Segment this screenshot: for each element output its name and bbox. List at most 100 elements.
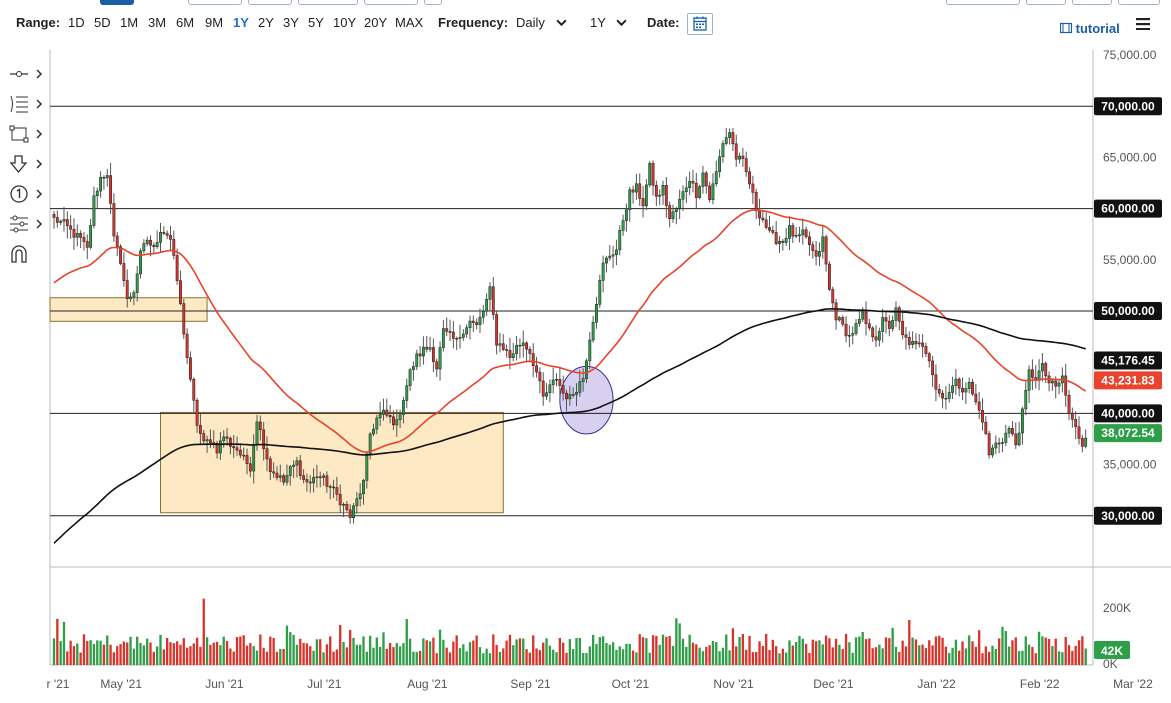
volume-bar <box>598 637 601 665</box>
volume-bar <box>934 636 938 665</box>
range-button-3y[interactable]: 3Y <box>283 15 299 30</box>
volume-bar <box>568 639 572 665</box>
volume-bar <box>56 618 59 665</box>
volume-bar <box>914 639 918 665</box>
volume-bar <box>488 653 492 665</box>
candle-body <box>465 327 469 335</box>
top-tab-stub[interactable] <box>248 0 292 5</box>
volume-bar <box>628 643 631 665</box>
volume-bar <box>775 646 778 665</box>
candle-body <box>342 504 345 506</box>
top-tab-stub[interactable] <box>1026 0 1066 5</box>
chevron-down-icon[interactable] <box>556 17 567 28</box>
volume-bar <box>824 635 828 665</box>
range-button-10y[interactable]: 10Y <box>333 15 357 30</box>
volume-bar <box>332 651 335 665</box>
volume-bar <box>997 638 1001 665</box>
counter-tool[interactable] <box>6 182 46 206</box>
volume-bar <box>874 647 878 665</box>
volume-bar <box>685 646 688 665</box>
candle-body <box>179 280 182 304</box>
top-tab-stub[interactable] <box>424 0 442 5</box>
top-tab-stub[interactable] <box>298 0 358 5</box>
volume-bar <box>185 647 189 665</box>
volume-bar <box>202 598 205 665</box>
range-button-20y[interactable]: 20Y <box>364 15 388 30</box>
volume-bar <box>661 634 665 665</box>
tutorial-link[interactable]: tutorial <box>1059 21 1120 36</box>
candle-body <box>65 219 69 227</box>
magnet-tool[interactable] <box>6 242 46 266</box>
indicator-tool-icon <box>10 215 43 233</box>
volume-bar <box>681 638 685 665</box>
range-button-5y[interactable]: 5Y <box>308 15 324 30</box>
range-button-2y[interactable]: 2Y <box>258 15 274 30</box>
candle-body <box>135 273 139 293</box>
candle-body <box>248 463 252 472</box>
range-button-1y[interactable]: 1Y <box>233 15 249 30</box>
top-tab-stub[interactable] <box>100 0 134 5</box>
period-select[interactable]: 1Y <box>590 15 606 30</box>
top-tab-stub[interactable] <box>364 0 418 5</box>
arrow-tool[interactable] <box>6 152 46 176</box>
range-button-6m[interactable]: 6M <box>176 15 195 30</box>
volume-bar <box>611 642 615 665</box>
candle-body <box>421 346 425 357</box>
volume-bar <box>715 642 718 665</box>
candle-body <box>525 342 528 350</box>
candle-body <box>62 219 66 222</box>
candle-body <box>951 385 954 393</box>
candle-body <box>132 292 136 298</box>
volume-bar <box>791 645 794 665</box>
line-tool[interactable] <box>6 62 46 86</box>
top-tab-stub[interactable] <box>1072 0 1112 5</box>
candle-body <box>358 493 362 499</box>
volume-bar <box>159 634 162 665</box>
volume-bar <box>871 648 874 665</box>
candle-body <box>954 378 958 386</box>
candle-body <box>917 342 921 345</box>
fib-tool[interactable] <box>6 92 46 116</box>
price-chart[interactable]: 30,000.00 40,000.00 50,000.00 60,000.00 70,0… <box>0 44 1171 703</box>
date-picker-button[interactable] <box>687 13 713 35</box>
range-button-9m[interactable]: 9M <box>205 15 224 30</box>
volume-bar <box>711 640 715 665</box>
volume-bar <box>901 640 904 665</box>
candle-body <box>708 185 712 200</box>
volume-bar <box>192 643 195 665</box>
range-button-max[interactable]: MAX <box>395 15 424 30</box>
candle-body <box>961 387 964 393</box>
hamburger-menu-icon[interactable] <box>1136 18 1150 30</box>
volume-bar <box>352 637 355 665</box>
candle-body <box>565 392 568 400</box>
candle-body <box>402 400 405 415</box>
time-axis-tick: Jul '21 <box>307 677 342 691</box>
candle-body <box>615 249 618 256</box>
volume-bar <box>388 643 392 665</box>
indicator-tool[interactable] <box>6 212 46 236</box>
candle-body <box>1017 432 1021 446</box>
candle-body <box>182 303 186 335</box>
volume-bar <box>235 637 239 665</box>
candle-body <box>1067 395 1071 414</box>
chevron-down-icon[interactable] <box>616 17 627 28</box>
candle-body <box>265 448 269 460</box>
volume-bar <box>106 635 109 665</box>
rectangle-tool[interactable] <box>6 122 46 146</box>
volume-bar <box>1001 626 1004 665</box>
range-button-5d[interactable]: 5D <box>94 15 111 30</box>
volume-bar <box>641 637 645 665</box>
volume-bar <box>362 636 365 665</box>
frequency-select[interactable]: Daily <box>516 15 545 30</box>
candle-body <box>129 296 132 299</box>
candle-body <box>981 409 984 423</box>
top-tab-stub[interactable] <box>188 0 242 5</box>
top-tab-stub[interactable] <box>1118 0 1160 5</box>
range-button-1m[interactable]: 1M <box>120 15 139 30</box>
volume-bar <box>894 646 898 665</box>
range-button-1d[interactable]: 1D <box>68 15 85 30</box>
rectangle-tool-icon <box>9 125 43 143</box>
candle-body <box>664 185 668 206</box>
range-button-3m[interactable]: 3M <box>148 15 167 30</box>
top-tab-stub[interactable] <box>946 0 1020 5</box>
